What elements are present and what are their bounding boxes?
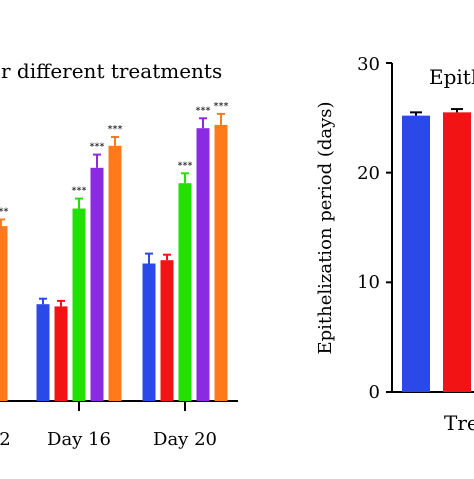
left-x-tick-label: Day 16 [47,429,111,450]
right-y-axis-label: Epithelization period (days) [315,101,336,354]
left-bar [160,260,174,401]
left-ticks-group [78,401,186,411]
left-bar [36,304,50,401]
right-bars-group [402,108,471,392]
left-bar [178,183,192,401]
right-ticks-group [386,62,392,393]
left-bar [108,145,122,401]
left-significance-label: *** [108,124,123,135]
right-y-tick-label: 10 [357,272,380,293]
right-bar [402,115,430,392]
left-bar [196,128,210,401]
left-x-tick-label: 2 [0,429,11,450]
left-bar [72,208,86,401]
left-bar [54,306,68,401]
left-bar [142,263,156,401]
right-x-axis-label: Tre [444,411,474,435]
left-significance-label: *** [0,207,9,218]
left-bar [0,226,8,401]
right-y-tick-label: 30 [357,54,380,75]
left-bars-group: ********************* [0,101,229,402]
left-x-tick-label: Day 20 [153,429,217,450]
left-significance-label: *** [90,142,105,153]
left-significance-label: *** [196,105,211,116]
right-bar [443,112,471,392]
left-significance-label: *** [214,101,229,112]
right-y-tick-label: 0 [369,382,380,403]
right-chart-title: Epith [429,65,474,89]
left-bar [90,167,104,401]
left-significance-label: *** [72,186,87,197]
left-significance-label: *** [178,160,193,171]
left-bar [214,124,228,402]
right-y-tick-label: 20 [357,163,380,184]
left-chart-title: r different treatments [1,59,222,83]
